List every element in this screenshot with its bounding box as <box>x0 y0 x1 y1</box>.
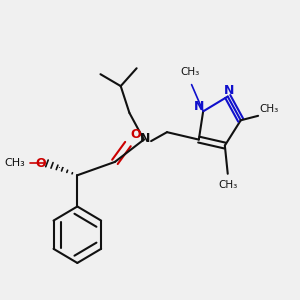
Text: N: N <box>194 100 204 113</box>
Text: CH₃: CH₃ <box>218 180 237 190</box>
Text: ···: ··· <box>55 163 65 173</box>
Text: CH₃: CH₃ <box>181 67 200 77</box>
Text: CH₃: CH₃ <box>260 104 279 114</box>
Text: N: N <box>224 84 234 97</box>
Text: CH₃: CH₃ <box>4 158 25 168</box>
Text: O: O <box>35 157 46 170</box>
Text: N: N <box>140 132 151 145</box>
Text: O: O <box>131 128 142 141</box>
